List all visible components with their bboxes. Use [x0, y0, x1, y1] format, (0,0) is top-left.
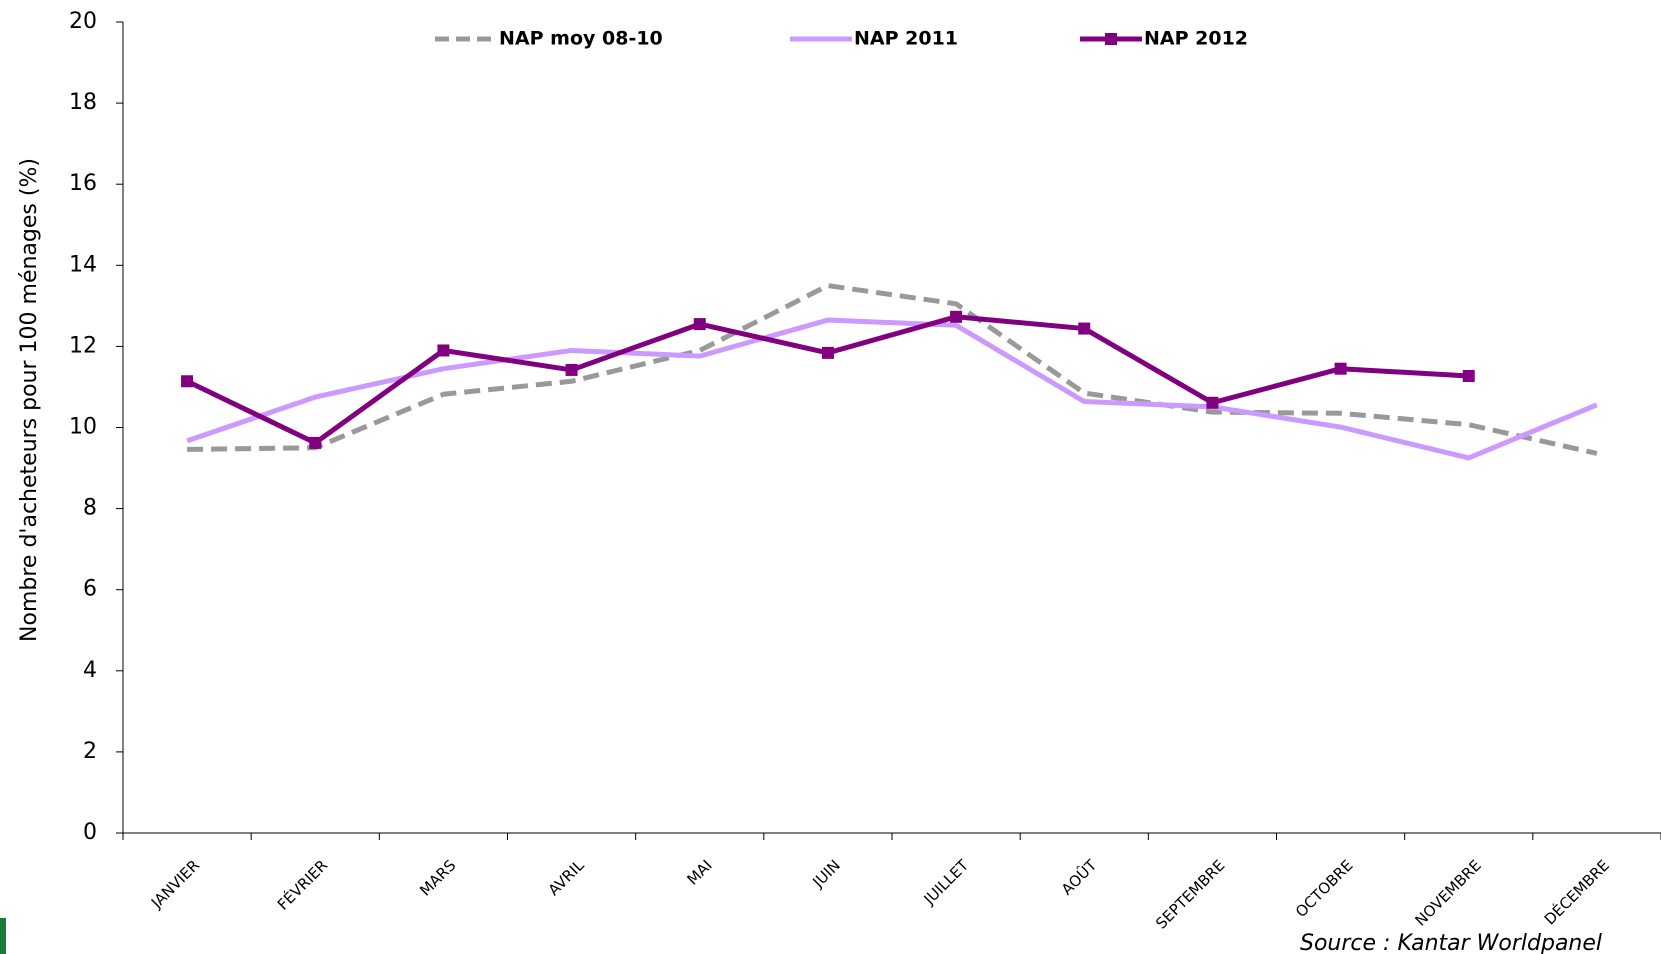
x-tick-label: MAI — [683, 856, 715, 888]
y-tick-label: 0 — [83, 820, 97, 845]
y-tick-label: 16 — [69, 171, 97, 196]
y-tick-label: 2 — [83, 739, 97, 764]
x-tick-label: JUIN — [809, 856, 844, 891]
x-tick-label: AVRIL — [545, 856, 588, 899]
marker — [950, 310, 963, 323]
series-line — [185, 314, 1469, 446]
y-tick-label: 14 — [69, 252, 97, 277]
series-line — [186, 317, 1598, 461]
y-tick-label: 20 — [69, 9, 97, 34]
x-tick-label: DÉCEMBRE — [1540, 856, 1613, 929]
x-tick-label: JANVIER — [147, 856, 203, 912]
marker — [1334, 362, 1347, 375]
legend-label: NAP moy 08-10 — [499, 28, 663, 50]
marker — [821, 346, 834, 359]
y-tick-label: 10 — [69, 415, 97, 440]
x-tick-label: FÉVRIER — [273, 856, 331, 914]
marker — [1462, 370, 1475, 383]
marker — [565, 363, 578, 376]
y-tick-label: 12 — [69, 333, 97, 358]
logo — [0, 918, 6, 954]
x-tick-label: JUILLET — [920, 856, 973, 909]
x-tick-label: OCTOBRE — [1292, 856, 1357, 921]
legend-marker — [1105, 33, 1117, 45]
marker — [437, 344, 450, 357]
marker — [693, 318, 706, 331]
x-tick-label: SEPTEMBRE — [1152, 856, 1228, 932]
marker — [1078, 322, 1091, 335]
x-tick-label: AOÛT — [1057, 855, 1101, 899]
y-tick-label: 6 — [83, 577, 97, 602]
x-tick-label: NOVEMBRE — [1411, 856, 1484, 929]
marker — [1206, 396, 1219, 409]
y-tick-label: 4 — [83, 658, 97, 683]
y-axis-label: Nombre d'acheteurs pour 100 ménages (%) — [17, 158, 42, 642]
y-tick-label: 8 — [83, 496, 97, 521]
marker — [309, 436, 322, 449]
y-tick-label: 18 — [69, 90, 97, 115]
legend-label: NAP 2011 — [854, 28, 958, 50]
source-note: Source : Kantar Worldpanel — [1300, 931, 1602, 954]
marker — [181, 375, 194, 388]
series-line — [187, 283, 1598, 456]
legend-label: NAP 2012 — [1144, 28, 1248, 50]
x-tick-label: MARS — [416, 856, 459, 899]
